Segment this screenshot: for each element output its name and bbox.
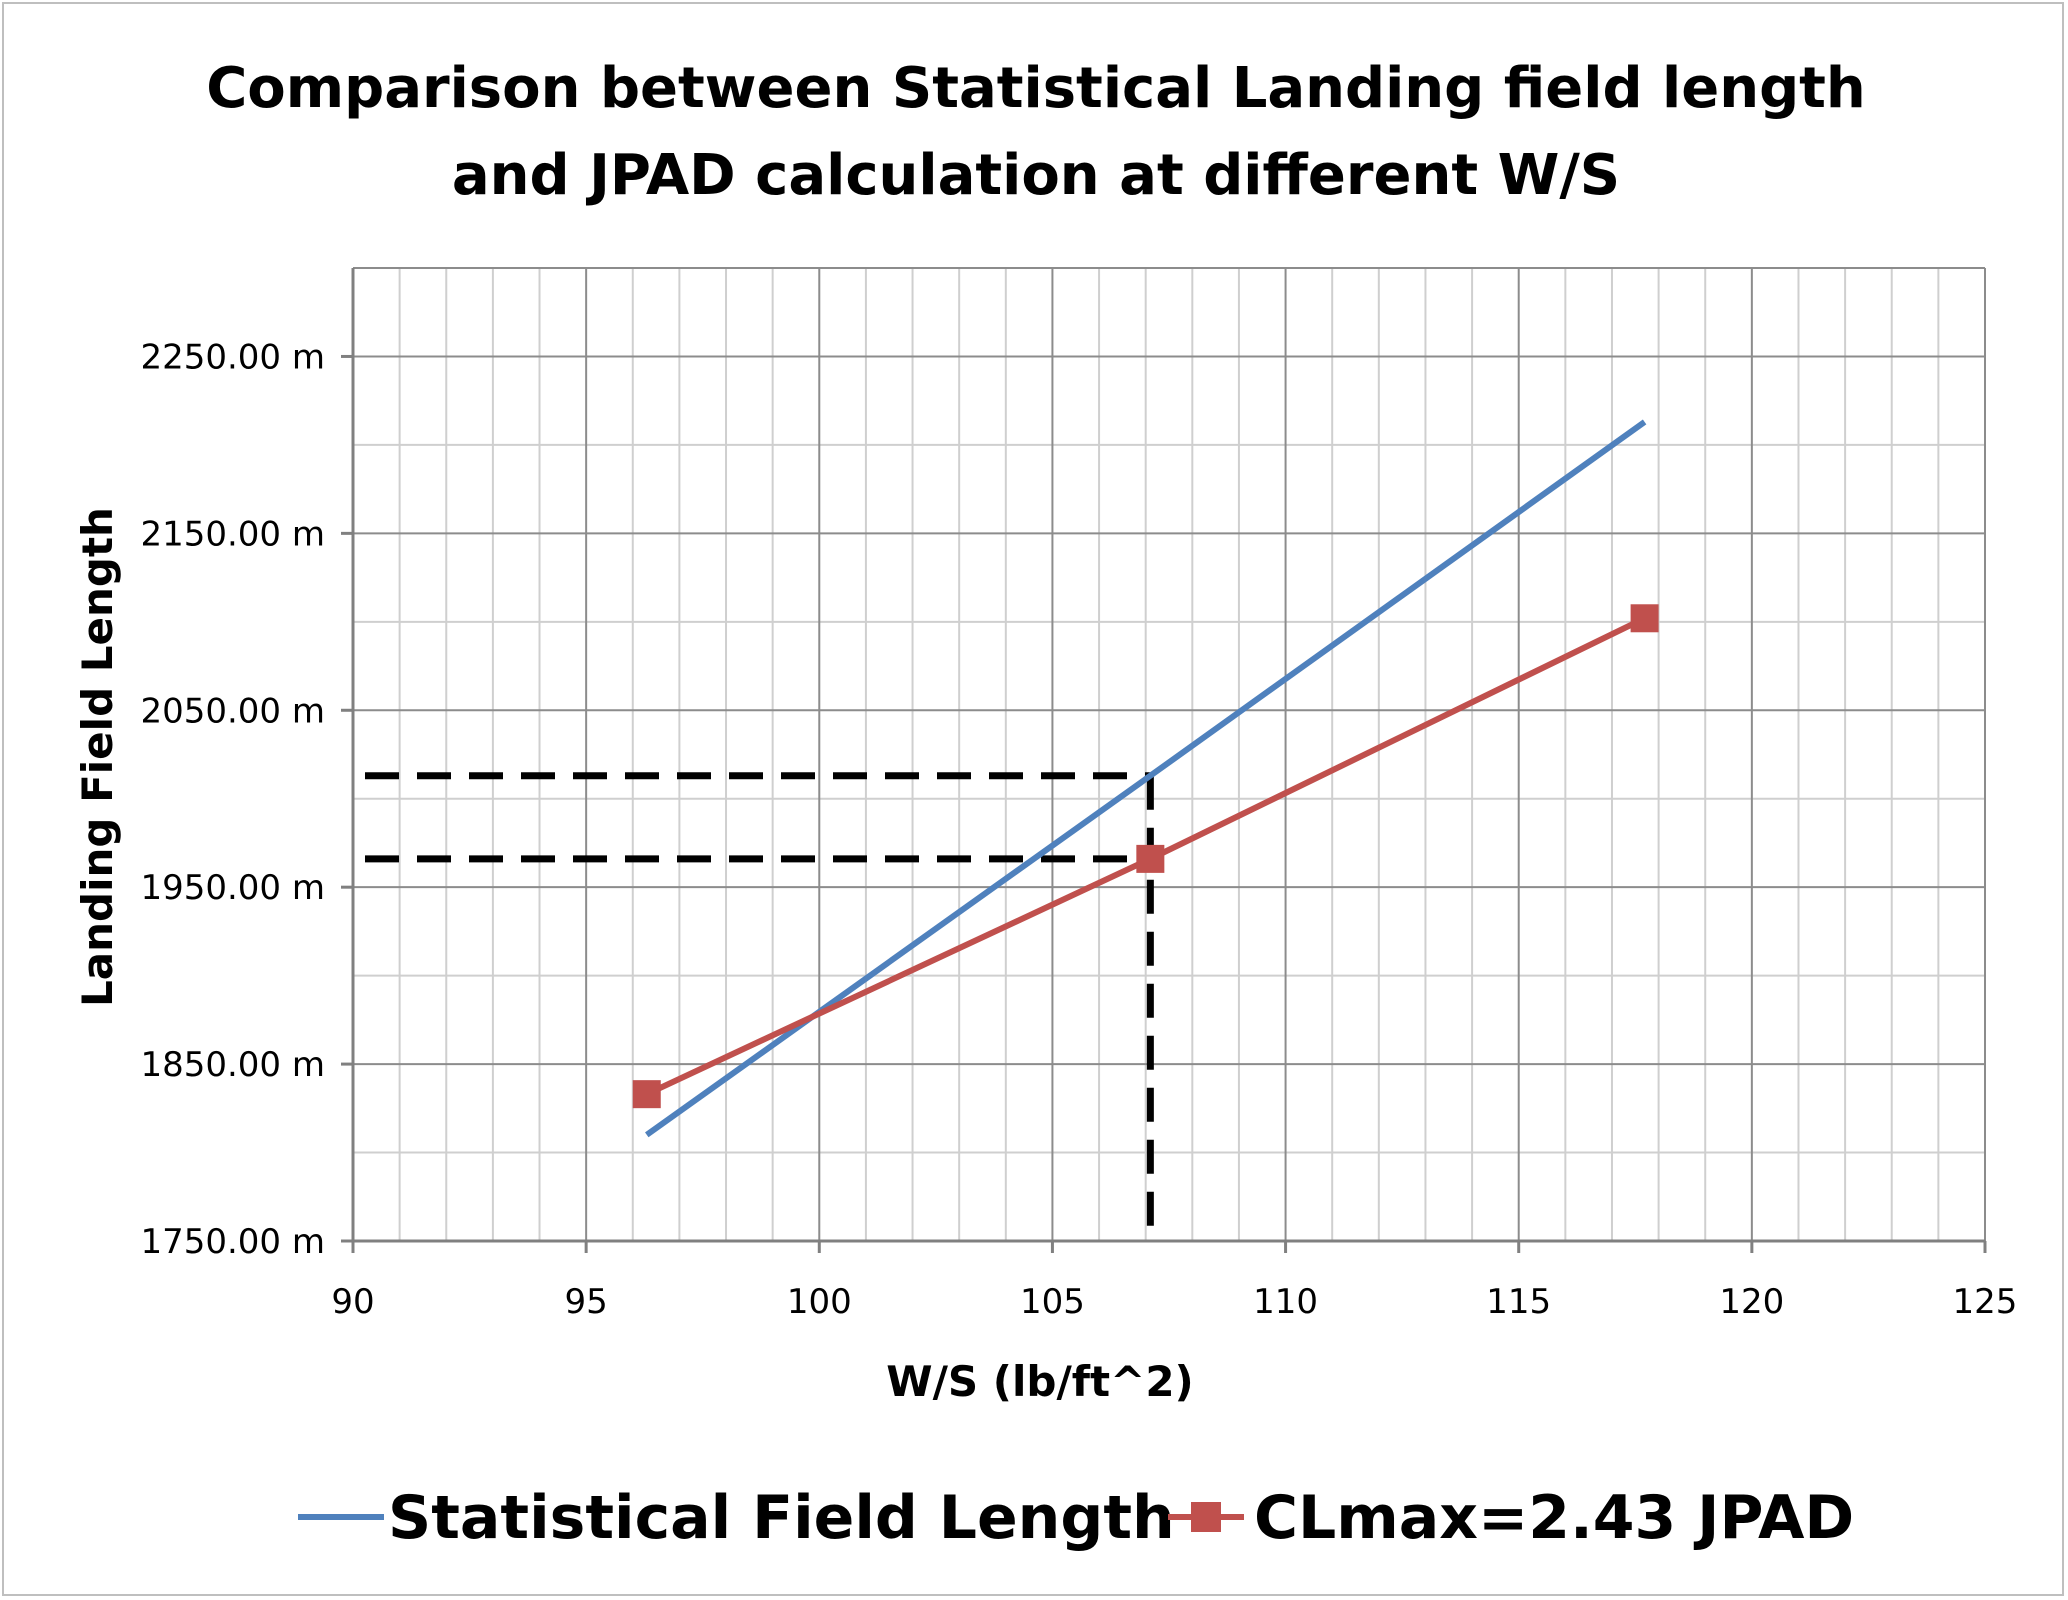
y-tick-label: 2150.00 m [140, 514, 325, 554]
y-axis-label: Landing Field Length [73, 507, 122, 1007]
chart-title-line-1: Comparison between Statistical Landing f… [206, 56, 1866, 121]
series-lines [632, 419, 1659, 1138]
legend: Statistical Field Length CLmax=2.43 JPAD [298, 1483, 1854, 1553]
series-2-marker [1136, 844, 1165, 873]
x-tick-label: 115 [1486, 1282, 1551, 1322]
legend-label-2: CLmax=2.43 JPAD [1254, 1483, 1854, 1553]
dashed-guides [365, 772, 1154, 1241]
chart-title: Comparison between Statistical Landing f… [206, 56, 1866, 208]
y-tick-labels: 1750.00 m 1850.00 m 1950.00 m 2050.00 m 2150… [140, 337, 325, 1262]
x-tick-label: 120 [1719, 1282, 1784, 1322]
y-tick-label: 1950.00 m [140, 868, 325, 908]
chart-title-line-2: and JPAD calculation at different W/S [452, 143, 1620, 208]
legend-marker-2 [1191, 1502, 1221, 1532]
series-2-marker [1630, 604, 1659, 633]
x-tick-label: 125 [1953, 1282, 2018, 1322]
y-tick-label: 2050.00 m [140, 691, 325, 731]
y-tick-label: 2250.00 m [140, 337, 325, 377]
x-tick-label: 90 [331, 1282, 374, 1322]
x-tick-labels: 90 95 100 105 110 115 120 125 [331, 1282, 2017, 1322]
x-tick-label: 95 [565, 1282, 608, 1322]
axes [341, 268, 1987, 1253]
y-tick-label: 1750.00 m [140, 1222, 325, 1262]
x-axis-label: W/S (lb/ft^2) [886, 1357, 1194, 1406]
x-tick-label: 105 [1020, 1282, 1085, 1322]
grid-lines [353, 267, 1986, 1242]
landing-field-length-chart: Comparison between Statistical Landing f… [73, 56, 2017, 1553]
legend-label-1: Statistical Field Length [388, 1483, 1175, 1553]
x-tick-label: 100 [787, 1282, 852, 1322]
y-tick-label: 1850.00 m [140, 1045, 325, 1085]
x-tick-label: 110 [1253, 1282, 1318, 1322]
series-2-marker [632, 1080, 661, 1109]
